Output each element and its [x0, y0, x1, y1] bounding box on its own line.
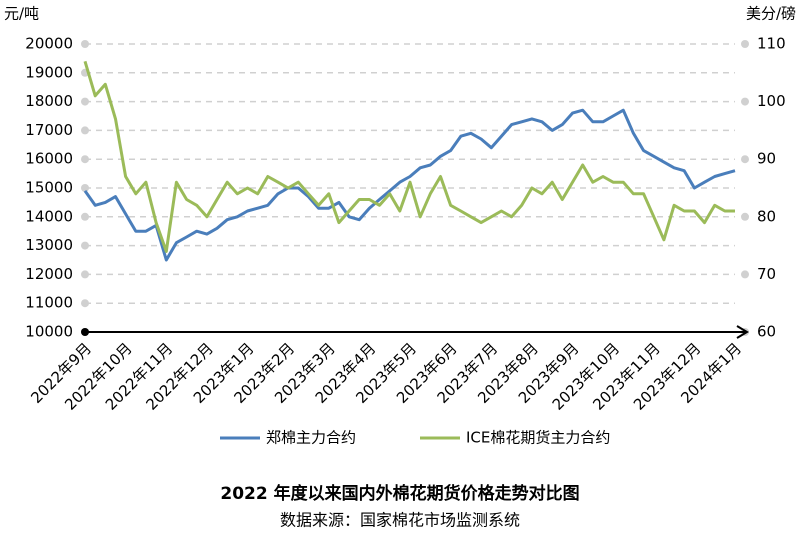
y2-tick-label: 60: [757, 323, 776, 341]
x-axis-arrow: [736, 325, 749, 339]
y-tick-label: 18000: [25, 92, 73, 110]
y-tick-label: 14000: [25, 207, 73, 225]
y2-tick-dot: [741, 212, 749, 221]
legend-label: 郑棉主力合约: [266, 429, 356, 447]
y2-tick-dot: [741, 155, 749, 164]
y-tick-label: 12000: [25, 265, 73, 283]
y-tick-label: 10000: [25, 323, 73, 341]
chart-subtitle: 数据来源：国家棉花市场监测系统: [280, 511, 520, 530]
y-tick-label: 11000: [25, 294, 73, 312]
y-tick-label: 16000: [25, 150, 73, 168]
y2-tick-label: 70: [757, 265, 776, 283]
x-axis-origin: [81, 328, 89, 336]
y2-tick-dot: [741, 40, 749, 48]
y-tick-label: 20000: [25, 35, 73, 53]
y-tick-dot: [81, 212, 89, 221]
chart-title: 2022 年度以来国内外棉花期货价格走势对比图: [220, 483, 579, 504]
y-tick-dot: [81, 155, 89, 164]
y-tick-dot: [81, 97, 89, 106]
y2-axis-label: 美分/磅: [746, 5, 796, 23]
y-tick-dot: [81, 184, 89, 192]
y-tick-label: 13000: [25, 236, 73, 254]
y2-tick-dot: [741, 270, 749, 279]
y-tick-label: 15000: [25, 179, 73, 197]
y2-tick-label: 100: [757, 92, 786, 110]
y-tick-label: 19000: [25, 63, 73, 81]
y2-tick-label: 80: [757, 207, 776, 225]
y2-tick-label: 90: [757, 150, 776, 168]
y-axis-label: 元/吨: [4, 5, 39, 23]
y-tick-dot: [81, 40, 89, 48]
y-tick-dot: [81, 126, 89, 135]
y-tick-dot: [81, 270, 89, 279]
y2-tick-label: 110: [757, 35, 786, 53]
y-tick-dot: [81, 299, 89, 308]
line-series: [83, 60, 735, 253]
y2-tick-dot: [741, 97, 749, 106]
y-tick-dot: [81, 241, 89, 250]
line-series: [83, 108, 736, 262]
y-tick-label: 17000: [25, 121, 73, 139]
legend-label: ICE棉花期货主力合约: [466, 429, 610, 447]
